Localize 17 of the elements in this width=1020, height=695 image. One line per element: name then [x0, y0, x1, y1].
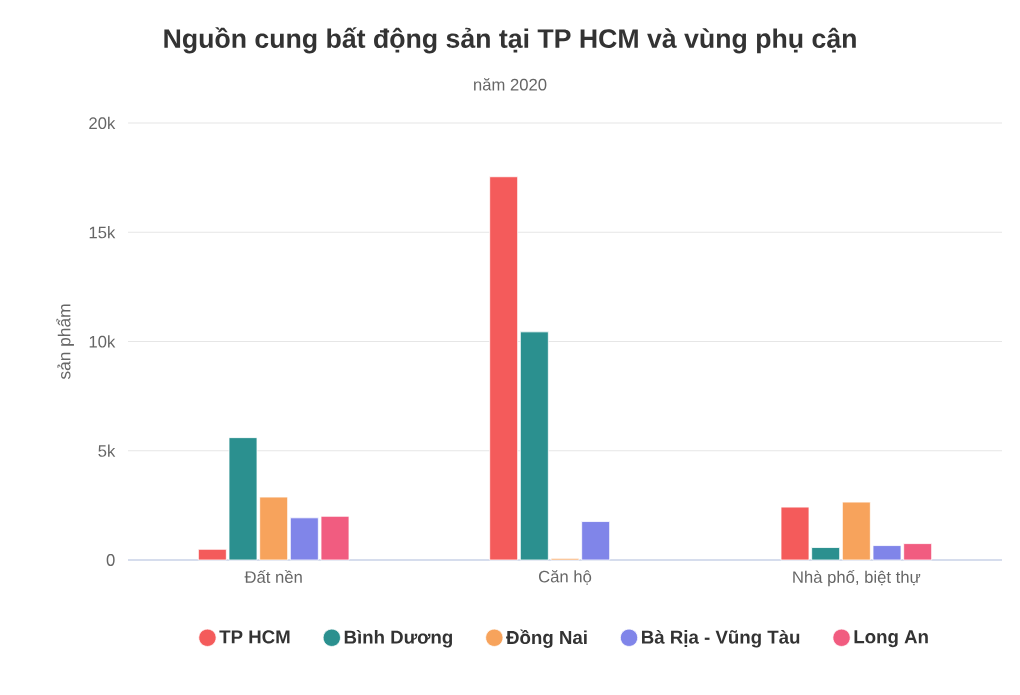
chart-subtitle: năm 2020	[474, 78, 547, 91]
y-tick-label: 5k	[98, 444, 116, 457]
legend-label: Bà Rịa - Vũng Tàu	[642, 629, 800, 648]
y-tick-label: 20k	[89, 116, 116, 130]
legend-label: Long An	[854, 630, 928, 648]
y-tick-label: 0	[106, 554, 115, 566]
legend-label: Đồng Nai	[506, 629, 587, 648]
bar	[489, 176, 519, 561]
x-tick-label: Đất nền	[244, 570, 302, 584]
legend-label: TP HCM	[219, 630, 290, 644]
chart-title: Nguồn cung bất động sản tại TP HCM và vùng phụ cận	[164, 27, 856, 54]
y-tick-label: 15k	[89, 226, 116, 239]
y-axis-title: sản phẩm	[56, 304, 74, 380]
x-tick-label: Nhà phố, biệt thự	[793, 570, 921, 587]
x-tick-label: Căn hộ	[538, 570, 592, 585]
y-tick-label: 10k	[89, 335, 116, 348]
legend-label: Bình Dương	[344, 629, 452, 648]
